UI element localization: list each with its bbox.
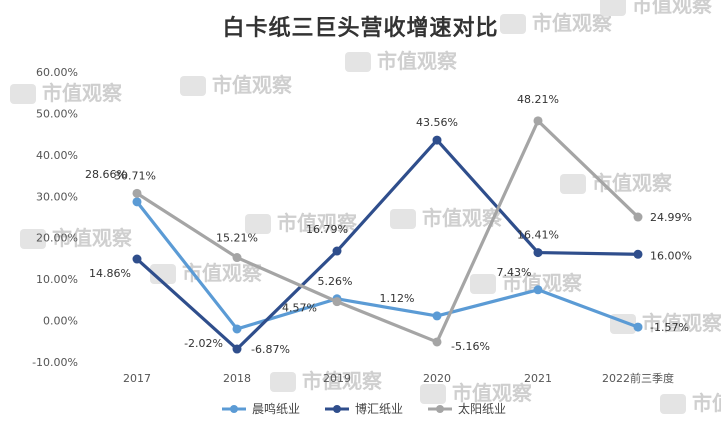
y-tick-label: 40.00% xyxy=(36,149,78,162)
y-tick-label: 20.00% xyxy=(36,232,78,245)
data-point xyxy=(132,254,142,264)
data-label: 4.57% xyxy=(282,302,317,315)
watermark-text: 市值观察 xyxy=(52,226,133,250)
legend-marker xyxy=(436,405,444,413)
data-label: 7.43% xyxy=(497,266,532,279)
y-tick-label: 0.00% xyxy=(43,315,78,328)
data-point xyxy=(633,249,643,259)
y-tick-label: 10.00% xyxy=(36,273,78,286)
x-tick-label: 2019 xyxy=(323,372,351,385)
legend-label: 晨鸣纸业 xyxy=(252,401,300,416)
watermark-text: 市值观察 xyxy=(632,0,713,17)
legend-marker xyxy=(230,405,238,413)
data-label: 14.86% xyxy=(89,267,131,280)
data-point xyxy=(132,188,142,198)
watermark-text: 市值观察 xyxy=(592,171,673,195)
y-tick-label: 50.00% xyxy=(36,107,78,120)
watermark-text: 市值观察 xyxy=(212,73,293,97)
data-point xyxy=(232,253,242,263)
watermark-logo-icon xyxy=(345,52,371,72)
data-label: 16.41% xyxy=(517,229,559,242)
data-point xyxy=(432,135,442,145)
legend-marker xyxy=(333,405,341,413)
data-point xyxy=(633,212,643,222)
watermark-text: 市值观察 xyxy=(452,381,533,405)
data-label: 1.12% xyxy=(380,292,415,305)
data-point xyxy=(132,197,142,207)
watermark-logo-icon xyxy=(10,84,36,104)
watermark-text: 市值观察 xyxy=(377,49,458,73)
x-tick-label: 2017 xyxy=(123,372,151,385)
watermark-logo-icon xyxy=(180,76,206,96)
data-label: -2.02% xyxy=(184,337,223,350)
watermark-text: 市值观察 xyxy=(42,81,123,105)
data-label: 16.00% xyxy=(650,249,692,262)
legend-label: 太阳纸业 xyxy=(458,401,506,416)
data-label: -5.16% xyxy=(451,340,490,353)
x-tick-label: 2018 xyxy=(223,372,251,385)
data-point xyxy=(332,246,342,256)
watermark-logo-icon xyxy=(20,229,46,249)
series-line xyxy=(135,200,639,331)
data-label: 24.99% xyxy=(650,211,692,224)
legend-label: 博汇纸业 xyxy=(355,401,403,416)
watermark-logo-icon xyxy=(470,274,496,294)
watermark-text: 市值观察 xyxy=(642,311,721,335)
data-point xyxy=(633,322,643,332)
data-point xyxy=(432,311,442,321)
x-tick-label: 2022前三季度 xyxy=(602,371,674,385)
data-point xyxy=(232,324,242,334)
series-line xyxy=(136,119,640,344)
watermark-text: 市值观察 xyxy=(277,211,358,235)
data-label: 15.21% xyxy=(216,232,258,245)
watermark-logo-icon xyxy=(600,0,626,16)
watermark-logo-icon xyxy=(500,14,526,34)
data-point xyxy=(533,285,543,295)
data-point xyxy=(332,297,342,307)
chart-title: 白卡纸三巨头营收增速对比 xyxy=(222,16,499,41)
data-point xyxy=(533,116,543,126)
data-label: 28.66% xyxy=(85,168,127,181)
data-label: 43.56% xyxy=(416,116,458,129)
data-label: 5.26% xyxy=(318,275,353,288)
watermark-logo-icon xyxy=(150,264,176,284)
watermark-logo-icon xyxy=(390,209,416,229)
x-tick-label: 2021 xyxy=(524,372,552,385)
data-label: 16.79% xyxy=(306,223,348,236)
y-tick-label: -10.00% xyxy=(32,356,78,369)
series-line xyxy=(135,138,639,351)
data-label: 30.71% xyxy=(114,169,156,182)
watermark-logo-icon xyxy=(660,394,686,414)
data-label: -6.87% xyxy=(251,343,290,356)
watermark-text: 市值观察 xyxy=(182,261,263,285)
data-point xyxy=(232,344,242,354)
y-tick-label: 30.00% xyxy=(36,190,78,203)
data-label: -1.57% xyxy=(650,321,689,334)
watermark-logo-icon xyxy=(560,174,586,194)
watermark-text: 市值观察 xyxy=(692,391,721,415)
x-tick-label: 2020 xyxy=(423,372,451,385)
y-tick-label: 60.00% xyxy=(36,66,78,79)
watermark-logo-icon xyxy=(270,372,296,392)
watermark-text: 市值观察 xyxy=(532,11,613,35)
watermark-logo-icon xyxy=(245,214,271,234)
watermark-logo-icon xyxy=(420,384,446,404)
watermark-text: 市值观察 xyxy=(302,369,383,393)
data-point xyxy=(533,248,543,258)
data-label: 48.21% xyxy=(517,93,559,106)
data-point xyxy=(432,337,442,347)
